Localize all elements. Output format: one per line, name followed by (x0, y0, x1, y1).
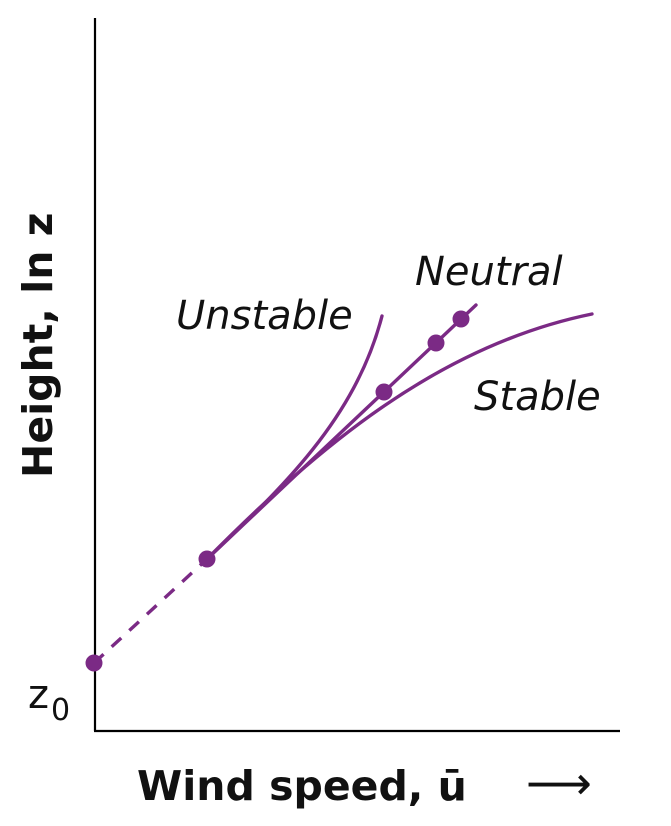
series-label-unstable: Unstable (176, 293, 353, 339)
origin-point-z0 (85, 654, 103, 672)
series-label-stable: Stable (474, 374, 601, 420)
unstable-curve (205, 314, 384, 561)
dashed-extrapolation-line (92, 557, 209, 665)
z0-label: z (28, 672, 49, 718)
x-axis-arrow: ⟶ (526, 756, 592, 810)
z0-subscript: 0 (51, 693, 70, 728)
series-label-neutral: Neutral (415, 249, 563, 295)
neutral-data-point (427, 334, 445, 352)
stable-curve (205, 312, 594, 561)
lower-data-point (198, 550, 216, 568)
neutral-data-point (452, 310, 470, 328)
x-axis-title: Wind speed, ū (137, 762, 467, 810)
y-axis-title: Height, ln z (14, 212, 62, 478)
neutral-data-point (375, 383, 393, 401)
